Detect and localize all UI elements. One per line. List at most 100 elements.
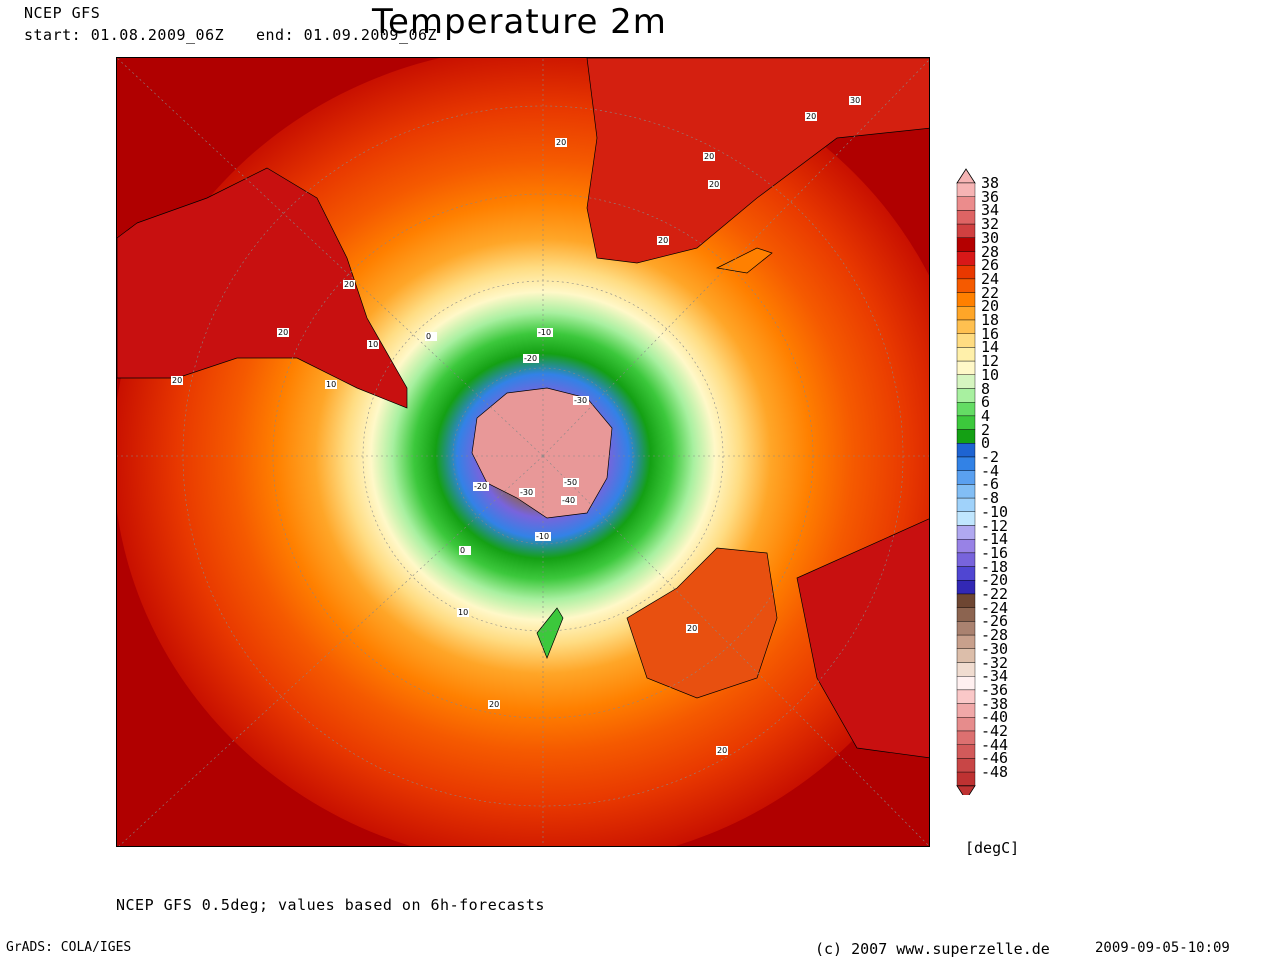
colorbar-tick-label: 20 [981,297,1000,316]
colorbar-tick-label: 0 [981,434,991,453]
colorbar-tick-label: -20 [981,571,1009,590]
landmass-south-america [117,167,408,409]
contour-label-bg [716,746,728,755]
colorbar-swatch [956,456,976,471]
colorbar-swatch [956,319,976,334]
colorbar-tick-label: -44 [981,735,1009,754]
landmass-new-zealand [536,607,564,659]
contour-label-bg [561,496,577,505]
landmass-southeast-asia [796,518,929,759]
contour-label: 20 [278,328,288,337]
contour-label: -40 [562,496,575,505]
colorbar-tick-label: 24 [981,269,1000,288]
colorbar-swatch [956,717,976,732]
colorbar-swatch [956,210,976,225]
colorbar-swatch [956,730,976,745]
colorbar-swatch [956,497,976,513]
colorbar-tick-label: -10 [981,502,1009,521]
colorbar [956,168,976,795]
contour-label: 20 [556,138,566,147]
colorbar-swatch [956,758,976,773]
colorbar-swatch [956,744,976,759]
colorbar-tick-label: -42 [981,722,1009,740]
model-name: NCEP GFS [24,4,101,22]
map-canvas: 20 30 20 20 20 20 20 20 10 20 10 0 -10 -20 -30 -20 -30 -5… [117,58,929,846]
colorbar-tick-label: -4 [981,461,1000,480]
colorbar-tick-label: -30 [981,639,1009,658]
colorbar-tick-label: 16 [981,324,1000,343]
colorbar-swatch [956,374,976,389]
colorbar-tick-label: -16 [981,543,1009,562]
map-title: Temperature 2m [372,2,667,42]
contour-label: 20 [704,152,714,161]
contour-label-bg [367,340,379,349]
contour-label: -20 [474,482,487,491]
colorbar-swatch [956,662,976,677]
colorbar-swatch [956,347,976,362]
colorbar-swatch [956,484,976,499]
colorbar-swatch [956,237,976,252]
contour-label: 20 [658,236,668,245]
contour-label: -10 [536,532,549,541]
colorbar-swatch [956,388,976,403]
colorbar-swatch [956,511,976,526]
contour-label: 20 [687,624,697,633]
contour-label: 0 [426,332,431,341]
colorbar-swatch [956,580,976,595]
contour-label: 30 [850,96,860,105]
contour-label-bg [686,624,698,633]
colorbar-tick-label: 14 [981,338,1000,357]
software-credit: GrADS: COLA/IGES [6,940,132,955]
colorbar-swatch [956,634,976,650]
colorbar-tick-label: -32 [981,653,1009,672]
colorbar-swatch [956,360,976,376]
temperature-map: 20 30 20 20 20 20 20 20 10 20 10 0 -10 -20 -30 -20 -30 -5… [116,57,930,847]
colorbar-tick-label: 22 [981,283,1000,302]
contour-label: 10 [458,608,468,617]
colorbar-swatch [956,278,976,293]
colorbar-tick-label: -28 [981,626,1009,645]
contour-labels: 20 30 20 20 20 20 20 20 10 20 10 0 -10 -20 -30 -20 -30 -5… [171,96,861,755]
colorbar-tick-label: -38 [981,694,1009,713]
colorbar-swatch [956,771,976,786]
contour-label-bg [519,488,535,497]
colorbar-swatch [956,306,976,321]
contour-label-bg [343,280,355,289]
colorbar-swatch [956,676,976,691]
contour-label-bg [555,138,567,147]
contour-label-bg [473,482,489,491]
colorbar-swatch [956,415,976,430]
contour-label: -30 [574,396,587,405]
contour-label: 20 [344,280,354,289]
colorbar-tick-label: -2 [981,448,1000,466]
colorbar-tick-label: 2 [981,420,991,439]
colorbar-tick-label: 4 [981,406,991,425]
colorbar-tick-label: 34 [981,201,1000,220]
colorbar-tick-label: 6 [981,393,991,412]
colorbar-swatch [956,264,976,280]
contour-label-bg [849,96,861,105]
contour-label: 0 [460,546,465,555]
contour-label-bg [277,328,289,337]
colorbar-tick-label: -48 [981,763,1009,782]
contour-label-bg [537,328,553,337]
colorbar-swatch [956,525,976,540]
contour-label-bg [535,532,551,541]
colorbar-swatch [956,251,976,266]
colorbar-tick-label: -40 [981,708,1009,727]
landmass-africa [586,58,929,264]
contour-label: -10 [538,328,551,337]
colorbar-tick-label: -34 [981,667,1009,686]
colorbar-tick-label: -22 [981,585,1009,603]
colorbar-tick-label: 10 [981,365,1000,384]
colorbar-tick-label: 26 [981,256,1000,275]
colorbar-tick-label: 38 [981,174,1000,192]
contour-label-bg [425,332,437,341]
colorbar-tick-label: 28 [981,242,1000,261]
colorbar-swatch [956,621,976,636]
colorbar-tick-label: 30 [981,228,1000,247]
contour-label-bg [171,376,183,385]
colorbar-swatch [956,539,976,554]
copyright: (c) 2007 www.superzelle.de [815,940,1050,958]
colorbar-swatch [956,648,976,663]
